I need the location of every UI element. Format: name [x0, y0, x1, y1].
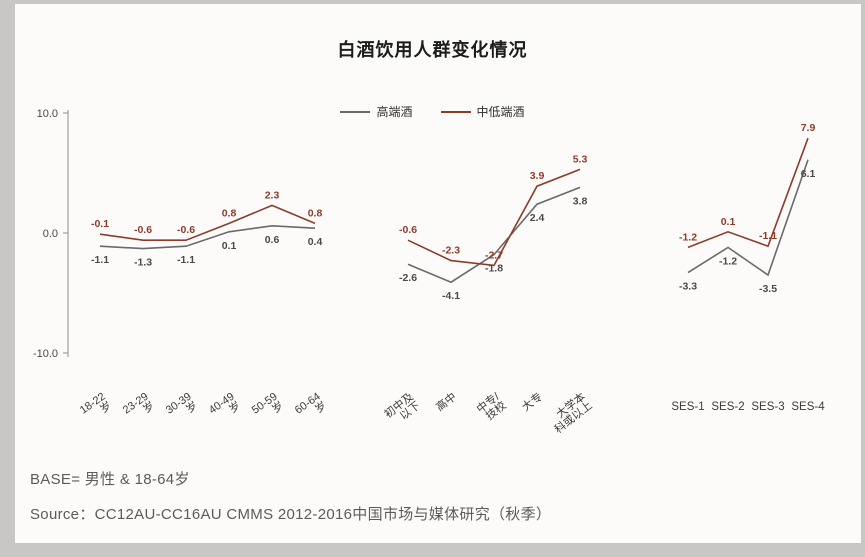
legend-item-premium: 高端酒	[340, 103, 413, 120]
x-category-label: SES-2	[711, 401, 744, 413]
x-category-label: 中专/技校	[473, 389, 509, 425]
value-label: -1.3	[134, 257, 152, 269]
y-tick-label: 10.0	[37, 108, 58, 120]
series-line-0	[407, 186, 581, 284]
x-category-label: SES-4	[791, 401, 825, 413]
value-label: 6.1	[801, 168, 816, 180]
value-label: -1.1	[91, 254, 109, 266]
x-category-label: 30-39岁	[164, 391, 200, 426]
series-line-1	[99, 204, 316, 241]
x-category-label: 40-49岁	[207, 391, 243, 426]
legend-label: 中低端酒	[476, 105, 525, 119]
x-category-label: 60-64岁	[293, 391, 329, 426]
x-category-label: 18-22岁	[78, 391, 114, 426]
value-label: 2.3	[265, 189, 280, 201]
value-label: -0.1	[91, 218, 109, 230]
value-label: 2.4	[530, 212, 545, 224]
x-category-label: 大学本科或以上	[545, 389, 595, 436]
value-label: 0.8	[308, 207, 323, 219]
legend-label: 高端酒	[376, 105, 413, 119]
value-label: -1.2	[679, 231, 697, 243]
x-category-label: 50-59岁	[250, 391, 286, 426]
value-label: 5.3	[573, 153, 588, 165]
y-tick-label: -10.0	[33, 348, 58, 360]
value-label: -0.6	[177, 224, 195, 236]
series-line-0	[99, 224, 316, 250]
value-label: 0.8	[222, 207, 237, 219]
legend-line-icon	[440, 110, 471, 113]
value-label: 3.9	[530, 170, 545, 182]
y-tick-label: 0.0	[43, 228, 58, 240]
series-line-1	[687, 137, 809, 249]
value-label: -1.1	[759, 230, 777, 242]
value-label: -4.1	[442, 290, 460, 302]
x-category-label: 初中及以下	[381, 389, 422, 429]
value-label: -2.7	[485, 249, 503, 261]
value-label: 0.6	[265, 234, 280, 246]
value-label: -0.6	[134, 224, 152, 236]
value-label: -3.5	[759, 283, 777, 295]
value-label: 0.1	[222, 240, 237, 252]
page-title: 白酒饮用人群变化情况	[337, 40, 528, 60]
value-label: 0.4	[308, 236, 323, 248]
x-category-label: 23-29岁	[121, 391, 157, 426]
series-line-0	[687, 159, 809, 277]
legend: 高端酒 中低端酒	[0, 103, 865, 120]
value-label: 0.1	[721, 216, 736, 228]
value-label: -1.2	[719, 255, 737, 267]
source-note: Source：CC12AU-CC16AU CMMS 2012-2016中国市场与…	[30, 506, 552, 523]
legend-item-midlow: 中低端酒	[440, 103, 525, 120]
value-label: -2.6	[399, 272, 417, 284]
value-label: -2.3	[442, 245, 460, 257]
x-category-label: 大专	[519, 389, 545, 414]
series-line-1	[407, 168, 581, 267]
x-category-label: 高中	[433, 389, 459, 414]
value-label: -3.3	[679, 281, 697, 293]
value-label: -1.1	[177, 254, 195, 266]
value-label: -0.6	[399, 224, 417, 236]
x-category-label: SES-3	[751, 401, 784, 413]
chart-panel	[15, 4, 861, 543]
value-label: 3.8	[573, 195, 588, 207]
base-note: BASE= 男性 & 18-64岁	[30, 471, 190, 488]
legend-line-icon	[340, 110, 371, 113]
value-label: 7.9	[801, 122, 816, 134]
value-label: -1.8	[485, 263, 503, 275]
x-category-label: SES-1	[671, 401, 704, 413]
